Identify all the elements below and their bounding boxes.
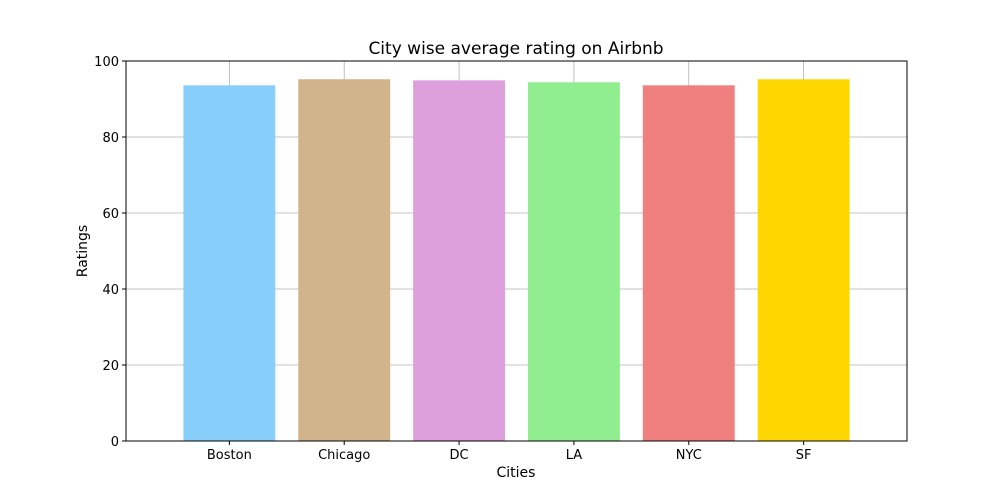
x-tick-label: Boston — [207, 448, 252, 463]
x-axis-label: Cities — [497, 465, 536, 481]
y-axis: 0 20 40 60 80 100 — [94, 55, 126, 450]
plot-frame — [125, 60, 908, 442]
bar-sf — [757, 79, 850, 442]
x-tick-label: NYC — [676, 448, 702, 463]
bar-nyc — [642, 85, 735, 441]
bar-la — [527, 82, 620, 441]
bars — [183, 79, 850, 442]
x-tick-label: DC — [450, 448, 469, 463]
bar-dc — [413, 80, 506, 441]
chart-title: City wise average rating on Airbnb — [368, 39, 663, 59]
bar-chicago — [298, 79, 391, 442]
x-tick-label: Chicago — [318, 448, 370, 463]
y-tick-label: 20 — [102, 359, 119, 374]
x-axis: Boston Chicago DC LA NYC SF — [207, 441, 812, 463]
y-tick-label: 100 — [94, 55, 119, 70]
y-axis-label: Ratings — [75, 225, 91, 277]
x-tick-label: SF — [796, 448, 812, 463]
x-tick-label: LA — [566, 448, 583, 463]
y-tick-label: 80 — [102, 131, 119, 146]
y-tick-label: 0 — [111, 435, 119, 450]
y-tick-label: 60 — [102, 207, 119, 222]
bar-boston — [183, 85, 276, 441]
y-tick-label: 40 — [102, 283, 119, 298]
